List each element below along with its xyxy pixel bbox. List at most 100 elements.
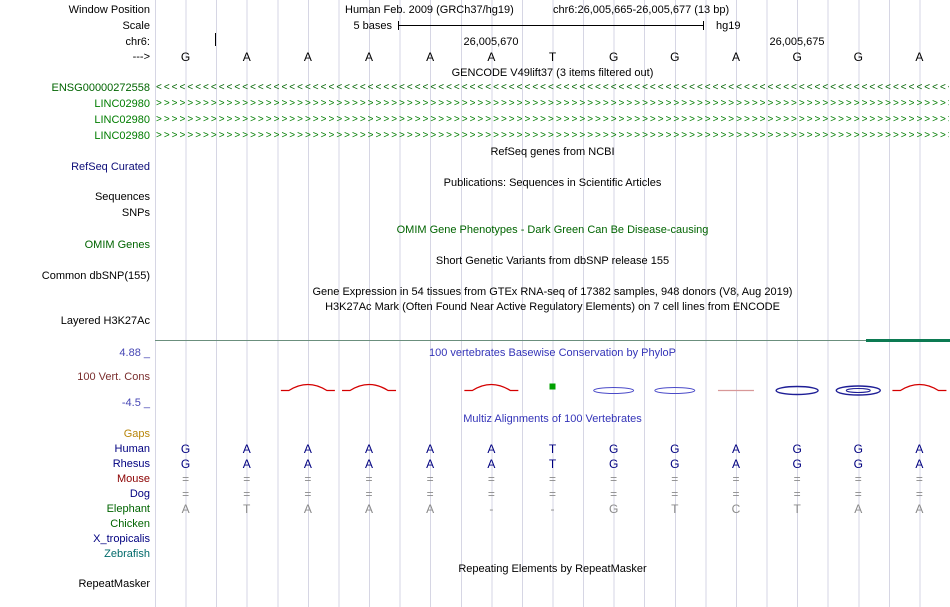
track-label-refseq-curated[interactable]: RefSeq Curated [71, 161, 150, 173]
phylop-track-title[interactable]: 100 vertebrates Basewise Conservation by… [428, 347, 677, 359]
track-label-common-dbsnp[interactable]: Common dbSNP(155) [41, 270, 150, 282]
conservation-glyph [892, 383, 947, 392]
conservation-plot [280, 383, 947, 396]
base-cell: A [426, 457, 435, 471]
track-label-sequences[interactable]: Sequences [94, 191, 150, 203]
dbsnp-track-title[interactable]: Short Genetic Variants from dbSNP releas… [435, 255, 670, 267]
species-label-x_tropicalis[interactable]: X_tropicalis [93, 533, 150, 545]
species-label-chicken[interactable]: Chicken [110, 518, 150, 530]
scale-label: Scale [122, 20, 150, 32]
gencode-item-label[interactable]: ENSG00000272558 [51, 82, 150, 94]
species-label-dog[interactable]: Dog [129, 488, 150, 500]
gencode-transcript-row[interactable]: >>>>>>>>>>>>>>>>>>>>>>>>>>>>>>>>>>>>>>>>… [156, 130, 949, 141]
track-label-100-vert-cons[interactable]: 100 Vert. Cons [77, 371, 150, 383]
base-cell: T [548, 442, 557, 456]
base-cell: = [304, 472, 312, 486]
base-cell: = [243, 472, 251, 486]
conservation-glyph [342, 383, 397, 392]
species-label-elephant[interactable]: Elephant [106, 503, 150, 515]
multiz-row-x_tropicalis [155, 532, 950, 547]
publications-track-title[interactable]: Publications: Sequences in Scientific Ar… [443, 177, 662, 189]
species-label-human[interactable]: Human [114, 443, 150, 455]
track-label-layered-h3k27ac[interactable]: Layered H3K27Ac [60, 315, 150, 327]
base-cell: A [426, 502, 435, 516]
conservation-track-top-line [155, 340, 950, 341]
scale-bar-left-tick [398, 21, 399, 30]
base-cell: T [548, 457, 557, 471]
repeatmasker-track-title[interactable]: Repeating Elements by RepeatMasker [458, 563, 647, 575]
base-cell: = [793, 487, 801, 501]
base-cell: G [853, 457, 863, 471]
base-cell: A [731, 457, 740, 471]
base-cell: = [732, 472, 740, 486]
species-label-mouse[interactable]: Mouse [116, 473, 150, 485]
conservation-glyph [835, 385, 881, 396]
base-cell: = [365, 487, 373, 501]
base-cell: G [670, 457, 680, 471]
multiz-track-title[interactable]: Multiz Alignments of 100 Vertebrates [463, 413, 642, 425]
assembly-title: Human Feb. 2009 (GRCh37/hg19) [345, 4, 514, 16]
scale-bar-right-tick [703, 21, 704, 30]
base-cell: T [793, 502, 801, 516]
track-label-snps[interactable]: SNPs [121, 207, 150, 219]
strand-direction-label: ---> [132, 51, 150, 63]
base-cell: A [181, 502, 190, 516]
base-cell: A [426, 50, 435, 64]
base-cell: = [854, 472, 862, 486]
base-cell: = [610, 472, 618, 486]
omim-track-title[interactable]: OMIM Gene Phenotypes - Dark Green Can Be… [396, 224, 709, 236]
base-cell: = [793, 472, 801, 486]
base-cell: G [180, 50, 191, 64]
h3k27ac-track-title[interactable]: H3K27Ac Mark (Often Found Near Active Re… [325, 301, 780, 313]
multiz-row-zebrafish [155, 547, 950, 562]
base-cell: A [487, 50, 496, 64]
base-cell: T [671, 502, 679, 516]
conservation-glyph [593, 387, 635, 394]
multiz-row-chicken [155, 517, 950, 532]
base-cell: A [303, 457, 312, 471]
multiz-row-mouse: = = = = = = = = = = = = = [155, 472, 950, 487]
base-cell: = [426, 472, 434, 486]
base-cell: = [732, 487, 740, 501]
species-label-zebrafish[interactable]: Zebrafish [104, 548, 150, 560]
base-cell: A [487, 442, 496, 456]
base-cell: = [610, 487, 618, 501]
base-cell: A [242, 50, 251, 64]
base-cell: A [731, 442, 740, 456]
base-cell: A [731, 50, 740, 64]
scale-value: 5 bases [353, 20, 392, 32]
track-label-omim-genes[interactable]: OMIM Genes [84, 239, 150, 251]
gencode-transcript-row[interactable]: >>>>>>>>>>>>>>>>>>>>>>>>>>>>>>>>>>>>>>>>… [156, 114, 949, 125]
base-cell: C [731, 502, 741, 516]
base-cell: = [854, 487, 862, 501]
base-cell: A [426, 442, 435, 456]
base-cell: G [180, 442, 191, 456]
gencode-transcript-row[interactable]: <<<<<<<<<<<<<<<<<<<<<<<<<<<<<<<<<<<<<<<<… [156, 82, 949, 93]
base-cell: G [792, 457, 802, 471]
base-cell: A [365, 457, 374, 471]
gencode-item-label[interactable]: LINC02980 [94, 114, 150, 126]
base-cell: = [182, 487, 190, 501]
refseq-track-title[interactable]: RefSeq genes from NCBI [490, 146, 615, 158]
base-position-gridlines [155, 0, 950, 607]
gencode-track-title[interactable]: GENCODE V49lift37 (3 items filtered out) [451, 67, 654, 79]
conservation-min-score: -4.5 _ [121, 397, 150, 409]
base-cell: G [180, 457, 191, 471]
gencode-item-label[interactable]: LINC02980 [94, 130, 150, 142]
ruler-position-label-2: 26,005,675 [769, 36, 825, 48]
species-label-rhesus[interactable]: Rhesus [112, 458, 150, 470]
base-cell: = [548, 472, 556, 486]
gtex-track-title[interactable]: Gene Expression in 54 tissues from GTEx … [312, 286, 793, 298]
track-label-repeatmasker[interactable]: RepeatMasker [78, 578, 150, 590]
ruler-tick [215, 33, 216, 46]
base-cell: A [303, 502, 312, 516]
base-cell: G [792, 442, 802, 456]
conservation-glyph [549, 383, 556, 390]
track-label-gaps[interactable]: Gaps [123, 428, 150, 440]
gencode-transcript-row[interactable]: >>>>>>>>>>>>>>>>>>>>>>>>>>>>>>>>>>>>>>>>… [156, 98, 949, 109]
conservation-max-score: 4.88 _ [119, 347, 150, 359]
base-cell: G [853, 442, 863, 456]
base-cell: T [548, 50, 557, 64]
gencode-item-label[interactable]: LINC02980 [94, 98, 150, 110]
